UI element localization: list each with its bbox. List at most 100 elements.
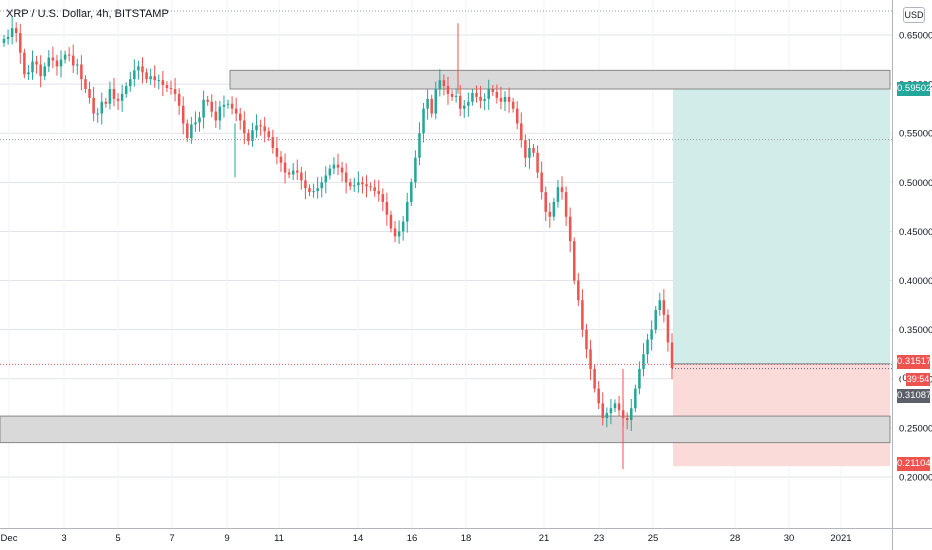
candle-body [670, 342, 674, 369]
candle-body [389, 214, 393, 229]
candle-body [31, 61, 34, 73]
x-tick-label: 21 [539, 533, 550, 544]
symbol-title: XRP / U.S. Dollar, 4h, BITSTAMP [6, 8, 169, 20]
candle-body [80, 64, 83, 80]
candle-body [263, 126, 266, 132]
candle-body [344, 172, 348, 183]
x-tick-label: 25 [648, 533, 659, 544]
candle-body [589, 349, 592, 369]
candle-body [141, 66, 144, 73]
candle-body [214, 111, 218, 121]
chart-levels [0, 10, 892, 370]
y-tick-label: 0.50000 [899, 178, 932, 189]
candle-body [581, 300, 584, 330]
candle-body [487, 89, 490, 99]
loss-zone[interactable] [673, 363, 890, 467]
candle-body [324, 175, 328, 183]
y-tick-label: 0.45000 [899, 227, 932, 238]
candle-body [173, 89, 177, 94]
x-tick-label: 9 [224, 533, 229, 544]
candle-body [100, 101, 104, 114]
candle-body [259, 125, 262, 127]
candle-body [2, 38, 6, 43]
y-tick-label: 0.40000 [899, 276, 932, 287]
candle-body [454, 95, 458, 97]
candle-body [511, 101, 515, 109]
candle-body [247, 133, 250, 142]
x-tick-label: 5 [115, 533, 120, 544]
candle-body [149, 76, 152, 80]
candle-body [634, 388, 637, 409]
candle-body [267, 131, 271, 138]
candle-body [369, 186, 372, 188]
candle-body [96, 113, 99, 115]
candle-body [14, 28, 18, 34]
candle-body [23, 52, 26, 75]
candle-body [438, 80, 442, 90]
candle-body [206, 99, 209, 102]
candle-body [650, 329, 653, 340]
candle-body [63, 54, 67, 60]
candle-body [528, 147, 531, 158]
candle-body [308, 188, 311, 193]
candle-body [92, 97, 95, 114]
x-tick-label: 18 [461, 533, 472, 544]
candle-body [59, 59, 63, 67]
x-tick-label: 14 [353, 533, 364, 544]
x-tick-label: 28 [730, 533, 741, 544]
candle-body [283, 162, 287, 173]
y-tick-label: 0.20000 [899, 472, 932, 483]
candle-body [35, 61, 38, 65]
candle-body [503, 96, 507, 102]
candle-body [601, 403, 605, 419]
candle-body [666, 314, 670, 343]
candle-body [222, 104, 226, 107]
candle-body [609, 408, 613, 414]
candle-body [430, 98, 433, 114]
x-tick-label: Dec [1, 533, 18, 544]
currency-button[interactable]: USD [903, 7, 925, 23]
candle-body [271, 137, 275, 148]
candle-body [291, 170, 295, 175]
candle-body [613, 403, 617, 409]
candle-body [153, 76, 156, 81]
resistance-zone[interactable] [229, 69, 891, 90]
candle-body [577, 280, 580, 301]
support-zone[interactable] [0, 415, 891, 444]
candle-body [255, 125, 258, 131]
y-tick-label: 0.25000 [899, 423, 932, 434]
candle-body [300, 172, 303, 181]
y-tick-label: 0.35000 [899, 325, 932, 336]
x-tick-label: 3 [61, 533, 66, 544]
profit-zone[interactable] [673, 89, 890, 364]
candle-body [532, 147, 535, 153]
candle-body [536, 152, 539, 173]
candle-body [275, 147, 279, 157]
candle-body [552, 201, 556, 217]
candle-body [540, 172, 543, 193]
candle-body [43, 66, 46, 77]
candle-body [630, 408, 633, 421]
candle-body [210, 101, 213, 112]
candle-body [157, 80, 161, 82]
candle-body [145, 72, 148, 80]
candle-body [332, 164, 336, 169]
candle-body [434, 89, 438, 114]
candle-body [483, 98, 486, 101]
candle-body [548, 211, 552, 217]
candle-body [165, 85, 169, 89]
candle-body [597, 388, 600, 404]
candle-body [243, 120, 246, 134]
candle-body [617, 403, 621, 411]
candle-body [564, 192, 568, 217]
candle-body [507, 96, 511, 102]
candle-body [120, 93, 124, 101]
time-axis[interactable]: Dec 3 5 7 9 11 14 16 18 21 23 25 28 30 2021 [0, 528, 932, 545]
candle-body [458, 95, 462, 109]
candle-body [524, 140, 527, 158]
candle-body [177, 93, 181, 106]
candle-body [353, 185, 356, 187]
candle-body [348, 182, 352, 187]
candle-body [568, 216, 572, 242]
